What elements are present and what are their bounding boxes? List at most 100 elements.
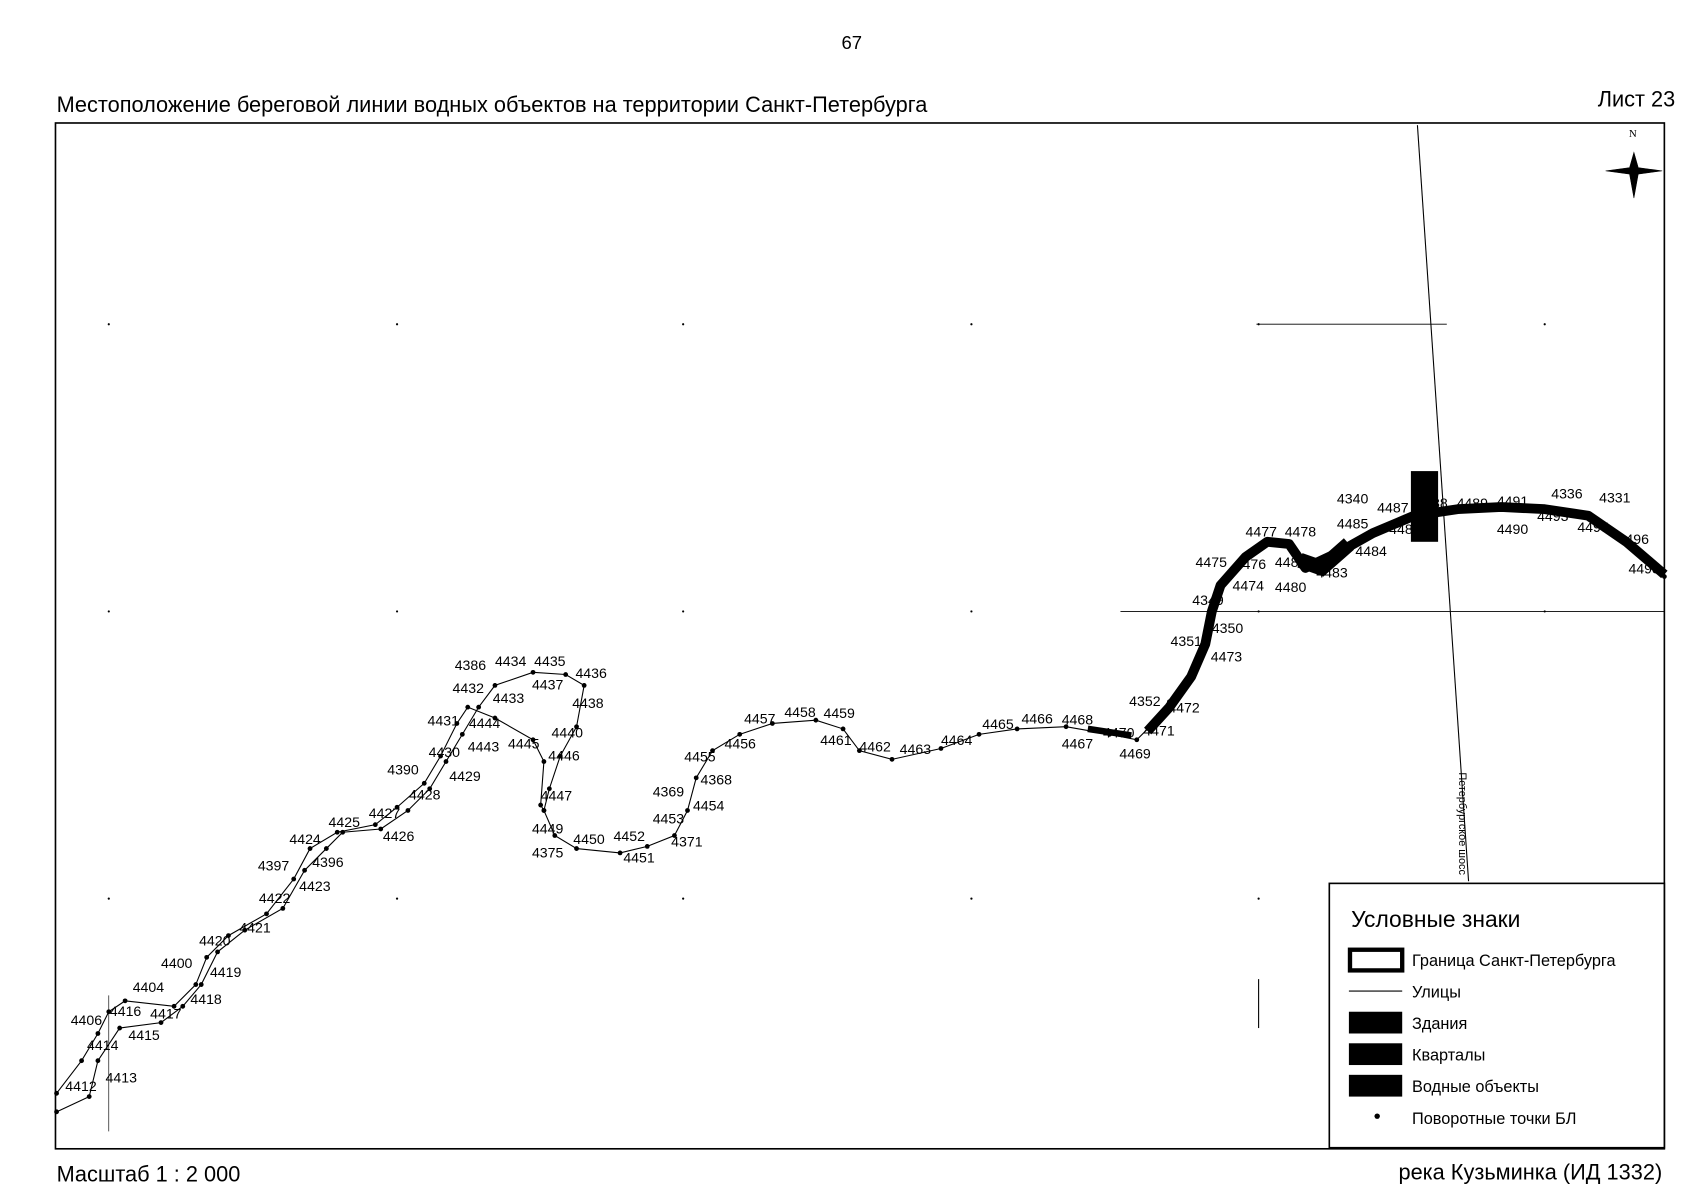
point-label: 4498	[1628, 560, 1660, 576]
turning-point	[459, 731, 465, 737]
point-label: 4352	[1129, 693, 1161, 709]
point-label: 4449	[532, 820, 564, 836]
turning-point	[1455, 508, 1461, 514]
turning-point	[617, 850, 623, 856]
turning-point	[541, 808, 547, 813]
turning-point	[372, 822, 378, 828]
point-label: 4427	[369, 805, 401, 821]
point-label: 4472	[1168, 700, 1200, 716]
point-label: 4371	[671, 833, 703, 849]
turning-point	[1661, 574, 1667, 580]
turning-point	[1542, 508, 1548, 514]
legend-title: Условные знаки	[1351, 906, 1520, 932]
turning-point	[438, 753, 443, 759]
turning-point	[180, 1003, 186, 1009]
point-label: 4486	[1389, 521, 1421, 537]
point-label: 4412	[65, 1078, 97, 1094]
grid-cross	[107, 323, 110, 326]
turning-point	[1150, 721, 1156, 726]
point-label: 4415	[128, 1027, 160, 1043]
point-label: 4404	[133, 979, 165, 995]
turning-point	[563, 672, 569, 677]
point-label: 4368	[701, 771, 733, 787]
point-label: 4490	[1497, 521, 1529, 537]
turning-point	[302, 867, 307, 873]
point-label: 4444	[469, 715, 501, 731]
turning-point	[79, 1058, 84, 1064]
turning-point	[1498, 505, 1504, 511]
turning-point	[122, 998, 128, 1004]
point-label: 4495	[1577, 519, 1609, 535]
turning-point	[443, 759, 449, 764]
legend-symbol	[1348, 1043, 1403, 1066]
turning-point	[976, 731, 982, 737]
point-label: 4424	[289, 831, 321, 847]
turning-point	[685, 808, 690, 813]
turning-point	[1368, 530, 1374, 536]
turning-point	[291, 876, 297, 882]
turning-point	[546, 786, 552, 792]
grid-cross	[682, 610, 685, 613]
shoreline	[56, 706, 545, 1094]
grid-cross	[1257, 323, 1260, 326]
turning-point	[54, 1090, 59, 1096]
grid-cross	[107, 610, 110, 613]
north-label: N	[1629, 128, 1637, 140]
turning-point	[193, 982, 199, 987]
legend-symbol	[1374, 1113, 1380, 1119]
point-label: 4386	[455, 657, 487, 673]
legend-item: Здания	[1412, 1015, 1467, 1033]
turning-point	[226, 933, 231, 938]
point-label: 4390	[387, 762, 419, 778]
turning-point	[541, 759, 547, 764]
turning-point	[454, 721, 460, 726]
point-label: 4397	[258, 857, 290, 873]
street-label: Петербургское шосс	[1456, 772, 1468, 875]
turning-point	[394, 804, 400, 810]
point-label: 4431	[428, 713, 460, 729]
point-label: 4474	[1233, 578, 1265, 594]
legend-item: Граница Санкт-Петербурга	[1412, 952, 1617, 970]
turning-point	[1585, 514, 1591, 520]
point-label: 4477	[1246, 523, 1278, 539]
point-label: 4418	[190, 991, 222, 1007]
north-arrow: N	[1605, 128, 1663, 199]
turning-point	[106, 1009, 112, 1015]
turning-point	[86, 1094, 92, 1099]
point-label: 4400	[161, 955, 193, 971]
turning-point	[693, 775, 699, 781]
grid-cross	[1543, 323, 1546, 326]
grid-cross	[1257, 610, 1260, 613]
point-label: 4440	[552, 725, 584, 741]
turning-point	[334, 829, 340, 835]
point-label: 4475	[1196, 554, 1228, 570]
point-label: 4340	[1337, 491, 1369, 507]
turning-point	[1188, 672, 1194, 677]
turning-point	[538, 802, 544, 808]
map-frame	[54, 122, 1666, 1150]
turning-point	[856, 748, 862, 754]
title: Местоположение береговой линии водных об…	[57, 92, 929, 117]
point-label: 4426	[383, 828, 415, 844]
turning-point	[158, 1020, 164, 1026]
turning-point	[117, 1025, 123, 1031]
point-label: 4331	[1599, 490, 1631, 506]
point-label: 4456	[724, 735, 756, 751]
point-label: 4436	[575, 665, 607, 681]
point-label: 4464	[941, 732, 973, 748]
grid-cross	[682, 897, 685, 900]
point-label: 4458	[784, 704, 816, 720]
turning-point	[530, 669, 536, 675]
point-label: 4466	[1021, 710, 1053, 726]
turning-point	[574, 724, 579, 730]
point-label: 4470	[1103, 725, 1135, 741]
turning-point	[242, 927, 248, 933]
turning-point	[769, 721, 775, 726]
street	[1416, 125, 1470, 882]
turning-point	[1411, 514, 1417, 520]
point-label: 4450	[573, 831, 605, 847]
turning-point	[54, 1109, 59, 1115]
point-label: 4485	[1337, 516, 1369, 532]
point-label: 4432	[453, 680, 485, 696]
